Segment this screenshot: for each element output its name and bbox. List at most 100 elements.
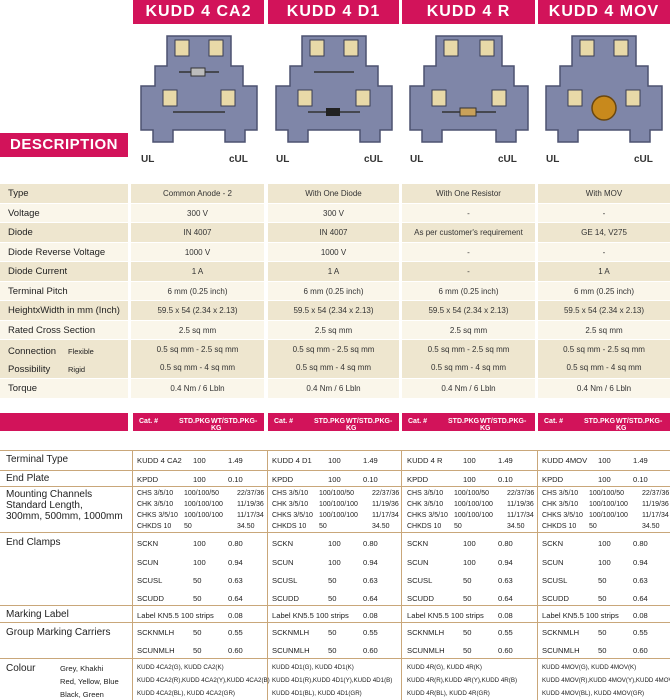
carrier-std: 50 bbox=[463, 646, 472, 655]
channel-std: 100/100/100 bbox=[454, 512, 493, 519]
clamp-cat: SCUSL bbox=[407, 576, 433, 585]
channel-std: 100/100/50 bbox=[319, 490, 355, 497]
spec-value: - bbox=[402, 262, 535, 281]
weight: 1.49 bbox=[498, 456, 513, 465]
std-pkg: 100 bbox=[328, 456, 341, 465]
divider bbox=[0, 532, 670, 533]
order-header-2: Cat. # STD.PKG WT/STD.PKG-KG bbox=[268, 413, 399, 432]
product-image-d1 bbox=[268, 26, 399, 150]
clamp-cat: SCUDD bbox=[137, 594, 165, 603]
carrier-std: 50 bbox=[193, 628, 202, 637]
clamp-weight: 0.94 bbox=[228, 558, 243, 567]
colour-label: Colour bbox=[6, 663, 36, 674]
clamp-std: 100 bbox=[193, 558, 206, 567]
clamp-cat: SCUN bbox=[137, 558, 159, 567]
end-plate-label: End Plate bbox=[6, 473, 50, 484]
colour-variant: KUDD 4D1(G), KUDD 4D1(K) bbox=[272, 664, 354, 671]
cat-number: KPDD bbox=[272, 475, 294, 484]
carrier-weight: 0.60 bbox=[363, 646, 378, 655]
clamp-std: 50 bbox=[193, 576, 202, 585]
spec-value: 1000 V bbox=[268, 243, 399, 261]
cat-number: KUDD 4 CA2 bbox=[137, 456, 182, 465]
divider bbox=[0, 605, 670, 606]
cat-number: KPDD bbox=[137, 475, 159, 484]
divider bbox=[0, 470, 670, 471]
channel-weight: 34.50 bbox=[642, 523, 660, 530]
spec-row: Rated Cross Section 2.5 sq mm 2.5 sq mm … bbox=[0, 321, 670, 339]
carrier-weight: 0.60 bbox=[633, 646, 648, 655]
colour-option: Grey, Khakhi bbox=[60, 664, 104, 673]
cul-mark: cUL bbox=[364, 154, 383, 165]
channel-std: 100/100/50 bbox=[589, 490, 625, 497]
spec-value: With MOV bbox=[538, 184, 670, 203]
clamp-weight: 0.64 bbox=[498, 594, 513, 603]
clamp-cat: SCUDD bbox=[407, 594, 435, 603]
spec-label: Torque bbox=[0, 379, 128, 398]
channel-cat: CHS 3/5/10 bbox=[137, 490, 174, 497]
std-pkg: 100 bbox=[463, 475, 476, 484]
clamp-cat: SCUDD bbox=[542, 594, 570, 603]
channel-std: 100/100/100 bbox=[589, 501, 628, 508]
spec-value: With One Diode bbox=[268, 184, 399, 203]
product-tab-1: KUDD 4 CA2 bbox=[133, 0, 264, 24]
clamp-weight: 0.63 bbox=[228, 576, 243, 585]
clamp-weight: 0.80 bbox=[633, 539, 648, 548]
std-pkg: 100 bbox=[193, 475, 206, 484]
carrier-weight: 0.55 bbox=[228, 628, 243, 637]
channel-std: 100/100/100 bbox=[184, 501, 223, 508]
product-image-mov bbox=[538, 26, 670, 150]
spec-value: 59.5 x 54 (2.34 x 2.13) bbox=[402, 301, 535, 320]
clamp-cat: SCKN bbox=[272, 539, 294, 548]
clamp-weight: 0.64 bbox=[633, 594, 648, 603]
carrier-cat: SCUNMLH bbox=[542, 646, 580, 655]
spec-label: Voltage bbox=[0, 204, 128, 222]
description-heading: DESCRIPTION bbox=[0, 133, 128, 157]
spec-value: 0.4 Nm / 6 Lbln bbox=[131, 379, 264, 398]
carrier-cat: SCUNMLH bbox=[137, 646, 175, 655]
carrier-std: 50 bbox=[328, 628, 337, 637]
clamp-cat: SCKN bbox=[542, 539, 564, 548]
spec-value: 1 A bbox=[538, 262, 670, 281]
connection-label: Connection Flexible Possibility Rigid bbox=[0, 340, 128, 378]
colour-variant: KUDD 4D1(R),KUDD 4D1(Y),KUDD 4D1(B) bbox=[272, 677, 393, 684]
spec-value: 1 A bbox=[268, 262, 399, 281]
ul-mark: UL bbox=[546, 154, 560, 165]
column-border bbox=[132, 450, 133, 700]
marking-label-weight: 0.08 bbox=[228, 611, 243, 620]
column-border bbox=[267, 450, 268, 700]
channel-weight: 11/17/34 bbox=[237, 512, 264, 519]
channel-weight: 11/19/36 bbox=[507, 501, 534, 508]
spec-value: Common Anode - 2 bbox=[131, 184, 264, 203]
spec-value: IN 4007 bbox=[268, 223, 399, 242]
column-border bbox=[537, 450, 538, 700]
product-image-ca2 bbox=[133, 26, 264, 150]
spec-value: 59.5 x 54 (2.34 x 2.13) bbox=[538, 301, 670, 320]
clamp-cat: SCKN bbox=[137, 539, 159, 548]
cul-mark: cUL bbox=[634, 154, 653, 165]
channel-weight: 11/19/36 bbox=[372, 501, 399, 508]
channel-weight: 34.50 bbox=[372, 523, 390, 530]
spec-row: Torque 0.4 Nm / 6 Lbln 0.4 Nm / 6 Lbln 0… bbox=[0, 379, 670, 398]
channel-weight: 22/37/36 bbox=[372, 490, 400, 497]
colour-variant: KUDD 4CA2(R),KUDD 4CA2(Y),KUDD 4CA2(B) bbox=[137, 677, 270, 684]
weight: 1.49 bbox=[633, 456, 648, 465]
channel-std: 50 bbox=[454, 523, 462, 530]
channel-std: 100/100/100 bbox=[454, 501, 493, 508]
clamp-weight: 0.94 bbox=[363, 558, 378, 567]
weight: 0.10 bbox=[228, 475, 243, 484]
marking-label-label: Marking Label bbox=[6, 609, 69, 620]
cul-mark: cUL bbox=[229, 154, 248, 165]
mounting-channels-label: Mounting Channels Standard Length, 300mm… bbox=[6, 489, 123, 522]
marking-label-cat: Label KN5.5 100 strips bbox=[542, 611, 619, 620]
carrier-std: 50 bbox=[598, 646, 607, 655]
spec-value: 0.4 Nm / 6 Lbln bbox=[538, 379, 670, 398]
spec-value: 1 A bbox=[131, 262, 264, 281]
channel-std: 50 bbox=[184, 523, 192, 530]
carrier-cat: SCUNMLH bbox=[407, 646, 445, 655]
spec-row: Type Common Anode - 2 With One Diode Wit… bbox=[0, 184, 670, 203]
channel-std: 100/100/100 bbox=[319, 501, 358, 508]
channel-std: 100/100/100 bbox=[589, 512, 628, 519]
clamp-std: 50 bbox=[193, 594, 202, 603]
column-border bbox=[401, 450, 402, 700]
std-pkg: 100 bbox=[193, 456, 206, 465]
